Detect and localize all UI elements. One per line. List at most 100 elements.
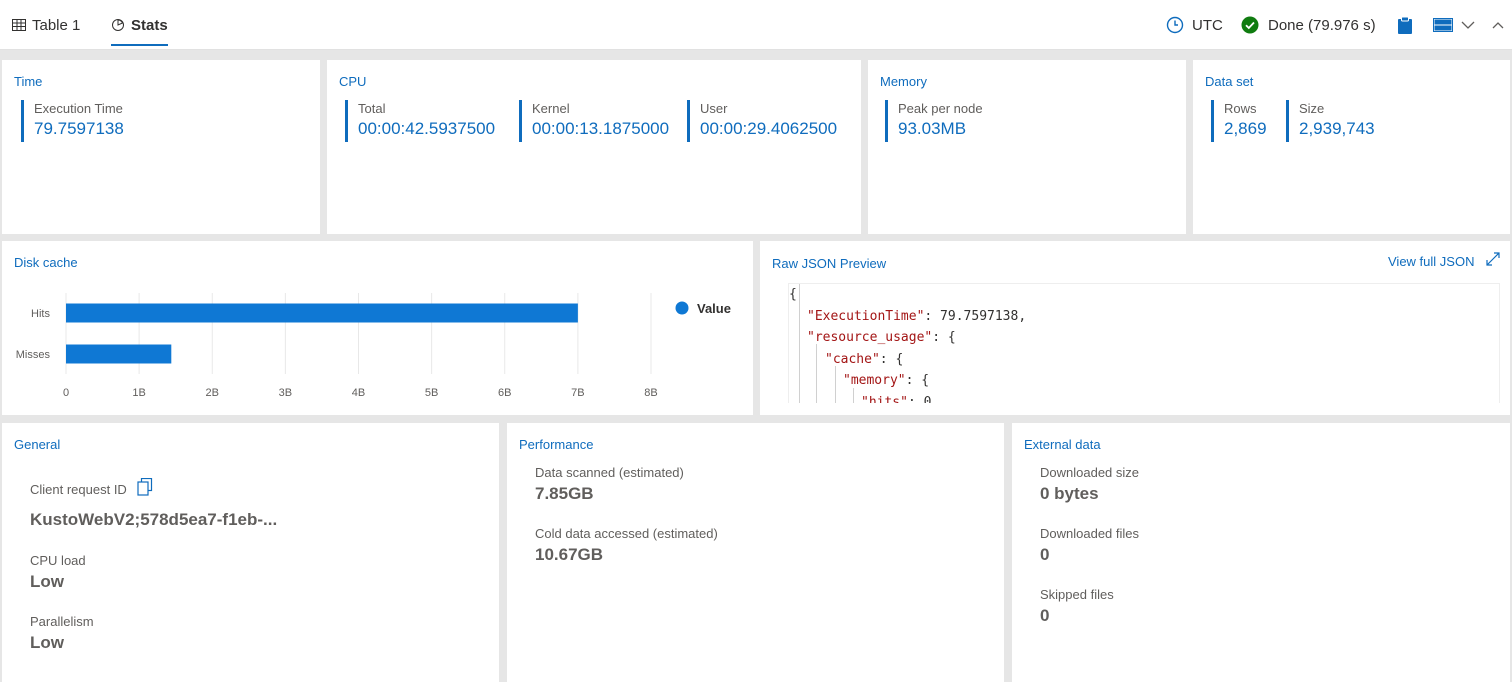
card-title: Data set	[1205, 74, 1254, 89]
parallelism-field: Parallelism Low	[30, 613, 94, 655]
json-line: "cache": {	[789, 349, 1499, 371]
card-title: General	[14, 437, 61, 452]
json-key: "hits"	[861, 394, 908, 404]
card-title: External data	[1024, 437, 1101, 452]
field-value: 0 bytes	[1040, 484, 1099, 503]
metric-peak-memory: Peak per node 93.03MB	[885, 100, 983, 142]
disk-cache-card: Disk cache 0 1B 2B 3B 4B 5B 6B 7B 8B Hits Misses Va…	[2, 241, 753, 415]
cpu-load-field: CPU load Low	[30, 552, 86, 594]
dataset-card: Data set Rows 2,869 Size 2,939,743	[1193, 60, 1510, 234]
field-value: Low	[30, 572, 64, 591]
card-title: Time	[14, 74, 43, 89]
copy-icon[interactable]	[137, 478, 153, 496]
layout-toggle-button[interactable]	[1433, 0, 1475, 50]
json-code-view[interactable]: { "ExecutionTime": 79.7597138, "resource_u…	[788, 283, 1500, 403]
bar-hits	[66, 303, 578, 323]
field-value: 7.85GB	[535, 484, 594, 503]
y-category-label: Hits	[31, 308, 50, 320]
results-toolbar: Table 1 Stats UTC Done (79.976 s)	[0, 0, 1512, 50]
field-value: 10.67GB	[535, 545, 604, 564]
json-text: : {	[932, 330, 956, 345]
field-value: 0	[1040, 606, 1050, 625]
general-card: General Client request ID KustoWebV2;578…	[2, 423, 499, 682]
json-text: : 79.7597138,	[924, 308, 1027, 324]
timezone-label: UTC	[1192, 16, 1223, 34]
disk-cache-chart: 0 1B 2B 3B 4B 5B 6B 7B 8B Hits Misses Value	[16, 293, 731, 399]
field-label: Downloaded files	[1040, 526, 1140, 541]
metric-label: User	[700, 101, 728, 116]
field-label: CPU load	[30, 553, 86, 568]
query-status: Done (79.976 s)	[1241, 0, 1376, 50]
layout-icon	[1433, 18, 1453, 32]
field-label: Skipped files	[1040, 587, 1114, 602]
json-line: "resource_usage": {	[789, 327, 1499, 349]
metric-rows: Rows 2,869	[1211, 100, 1267, 142]
cold-data-field: Cold data accessed (estimated) 10.67GB	[535, 525, 718, 567]
field-label: Parallelism	[30, 614, 94, 629]
field-value: 0	[1040, 545, 1050, 564]
stats-icon	[111, 18, 125, 32]
x-tick-label: 5B	[425, 387, 438, 399]
x-tick-label: 8B	[644, 387, 657, 399]
legend-label: Value	[697, 301, 731, 316]
memory-card: Memory Peak per node 93.03MB	[868, 60, 1186, 234]
legend-marker	[675, 301, 689, 315]
json-text: {	[789, 287, 797, 302]
field-value: Low	[30, 633, 64, 652]
metric-value: 93.03MB	[898, 119, 967, 138]
metric-label: Peak per node	[898, 101, 983, 116]
external-data-card: External data Downloaded size 0 bytes Do…	[1012, 423, 1510, 682]
metric-cpu-total: Total 00:00:42.5937500	[345, 100, 495, 142]
tab-label: Stats	[131, 16, 168, 34]
x-tick-label: 0	[63, 387, 69, 399]
json-line: {	[789, 284, 1499, 306]
clock-icon	[1166, 16, 1184, 34]
x-tick-label: 2B	[206, 387, 219, 399]
metric-execution-time: Execution Time 79.7597138	[21, 100, 124, 142]
json-text: : {	[905, 373, 930, 388]
performance-card: Performance Data scanned (estimated) 7.8…	[507, 423, 1004, 682]
card-title: CPU	[339, 74, 367, 89]
view-full-json-link[interactable]: View full JSON	[1388, 254, 1475, 269]
x-tick-label: 1B	[132, 387, 145, 399]
tab-label: Table 1	[32, 16, 81, 34]
field-label: Client request ID	[30, 482, 127, 497]
field-label: Cold data accessed (estimated)	[535, 526, 718, 541]
copy-stats-button[interactable]	[1397, 0, 1413, 50]
metric-value: 00:00:29.4062500	[700, 119, 838, 138]
indent-guide	[816, 344, 817, 403]
field-label: Downloaded size	[1040, 465, 1140, 480]
tab-stats[interactable]: Stats	[111, 0, 168, 50]
metric-label: Total	[358, 101, 386, 116]
json-text: : {	[879, 351, 904, 367]
card-title: Raw JSON Preview	[772, 256, 887, 271]
metric-size: Size 2,939,743	[1286, 100, 1375, 142]
json-line: "memory": {	[789, 370, 1499, 392]
collapse-button[interactable]	[1492, 0, 1504, 50]
tab-table-1[interactable]: Table 1	[12, 0, 80, 50]
metric-cpu-user: User 00:00:29.4062500	[687, 100, 837, 142]
check-circle-icon	[1241, 16, 1259, 34]
json-key: "ExecutionTime"	[807, 308, 925, 324]
indent-guide	[835, 366, 836, 403]
x-tick-label: 3B	[279, 387, 292, 399]
metric-cpu-kernel: Kernel 00:00:13.1875000	[519, 100, 669, 142]
downloaded-size-field: Downloaded size 0 bytes	[1040, 464, 1139, 506]
timezone-button[interactable]: UTC	[1166, 0, 1223, 50]
metric-label: Kernel	[532, 101, 570, 116]
status-label: Done (79.976 s)	[1268, 16, 1376, 34]
metric-label: Size	[1299, 101, 1325, 116]
json-preview-card: Raw JSON Preview View full JSON { "Execut…	[760, 241, 1510, 415]
x-tick-label: 7B	[571, 387, 584, 399]
metric-value: 00:00:13.1875000	[532, 119, 670, 138]
chevron-down-icon[interactable]	[1461, 20, 1475, 30]
json-text: : 0,	[907, 394, 940, 404]
table-icon	[12, 18, 26, 32]
indent-guide	[853, 388, 854, 403]
metric-label: Rows	[1224, 101, 1257, 116]
card-title: Memory	[880, 74, 927, 89]
time-card: Time Execution Time 79.7597138	[2, 60, 320, 234]
json-key: "memory"	[843, 373, 906, 388]
expand-icon[interactable]	[1486, 252, 1500, 266]
metric-value: 00:00:42.5937500	[358, 119, 496, 138]
